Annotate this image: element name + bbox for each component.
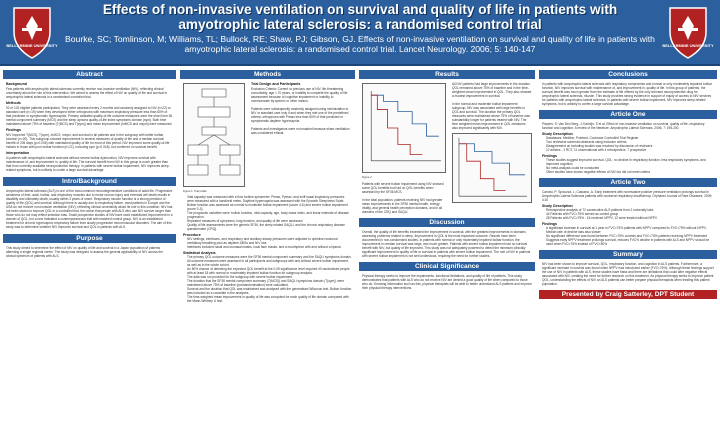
qol-figure	[452, 133, 532, 203]
list-item: Survival and the duration that QOL was m…	[187, 287, 352, 295]
summary-text: NIV has been shown to improve survival, …	[542, 262, 715, 286]
section-heading: Conclusions	[539, 70, 717, 79]
list-item: A significant increase in survival at 1 …	[546, 226, 714, 234]
figure-caption: Figure 2	[362, 176, 372, 179]
section-heading: Clinical Significance	[359, 262, 535, 271]
stats-bullets: The primary QOL outcome measures were th…	[180, 255, 355, 304]
poster-citation: Bourke, SC; Tomlinson, M; Williams, TL; …	[65, 34, 655, 54]
column-2: Methods	[180, 70, 355, 422]
subheading: Findings	[6, 128, 21, 132]
section-heading: Intro/Background	[3, 177, 176, 186]
list-item: 12 articles - 1 RCT, 11 observational wi…	[546, 148, 714, 152]
section-heading: Summary	[539, 250, 717, 259]
qol-curves-graphic	[458, 137, 527, 197]
survival-curves-graphic	[370, 91, 441, 162]
procedure-bullets: NIV settings, interfaces, and respirator…	[180, 237, 355, 250]
methods-bullets: Vital capacity was measured with a flow …	[180, 195, 355, 232]
purpose-text: This study aimed to determine the effect…	[6, 246, 164, 258]
section-heading: Article One	[539, 110, 717, 119]
logo-caption: BELLARMINE UNIVERSITY	[662, 43, 714, 48]
list-item: Retrospective analysis of 72 consecutive…	[546, 208, 714, 212]
list-item: Suggests early NPPV treatment prolongs s…	[546, 238, 714, 246]
article-two-description: Retrospective analysis of 72 consecutive…	[539, 208, 717, 221]
list-item: Quality of life assessments were the gen…	[187, 223, 352, 231]
presenter-footer: Presented by Craig Satterley, DPT Studen…	[539, 290, 717, 299]
section-heading: Purpose	[3, 234, 176, 243]
list-item: Vital capacity was measured with a flow …	[187, 195, 352, 203]
subheading: Findings	[542, 222, 557, 226]
section-heading: Methods	[180, 70, 355, 79]
list-item: NIV settings, interfaces, and respirator…	[187, 237, 352, 245]
list-item: The data was not provided for the subgro…	[187, 275, 352, 279]
clinical-text: Physical therapy seeks to improve the im…	[362, 274, 533, 290]
trial-profile-figure	[183, 83, 245, 187]
subheading: Study Description	[542, 132, 573, 136]
abstract-methods: 92 of 102 eligible patients participated…	[6, 106, 174, 126]
section-heading: Abstract	[3, 70, 176, 79]
subheading: Interpretation	[6, 151, 30, 155]
list-item: No meta-analysis could be conducted	[546, 166, 714, 170]
abstract-findings: NIV improved T(MCS), T(sym), mMCS, msym,…	[6, 133, 171, 149]
list-item: No significant difference was found betw…	[546, 234, 714, 238]
list-item: All outcome measures were assessed in al…	[187, 259, 352, 267]
article-two-citation: Carratu, P; Spicuzza, L; Cassano, A. Ear…	[542, 190, 714, 202]
article-two-findings: A significant increase in survival at 1 …	[539, 226, 717, 247]
list-item: 28 Patients with FVC>75% - 16 received N…	[546, 216, 714, 220]
section-heading: Discussion	[359, 218, 535, 227]
logo-caption: BELLARMINE UNIVERSITY	[6, 43, 58, 48]
results-text-b: Patients with severe bulbar impairment u…	[362, 182, 444, 214]
list-item: 44 Patients with FVC<75% served as contr…	[546, 212, 714, 216]
list-item: These studies suggest improved survival,…	[546, 158, 714, 166]
article-one-description: Databases: Medline, Pubmed, Cochrane Con…	[539, 136, 717, 153]
list-item: Two reviewers screened abstracts using i…	[546, 140, 714, 144]
list-item: Bulbar function was assessed as normal t…	[187, 203, 352, 211]
subheading: Methods	[6, 101, 21, 105]
intro-text: Amyotrophic lateral sclerosis (ALS) is o…	[6, 189, 174, 229]
subheading: Background	[6, 82, 27, 86]
bellarmine-logo	[13, 7, 51, 59]
section-heading: Results	[359, 70, 535, 79]
list-item: Repeated measures of symptoms, lung func…	[187, 219, 352, 223]
column-3: Results Figure 2 Patients with severe bu…	[359, 70, 535, 422]
bellarmine-logo	[669, 7, 707, 59]
list-item: The prognostic variables were: bulbar fu…	[187, 211, 352, 219]
list-item: The duration that the SF36 mental compon…	[187, 279, 352, 287]
column-1: Abstract Background Few patients with am…	[3, 70, 176, 422]
abstract-interpretation: In patients with amyotrophic lateral scl…	[6, 156, 170, 172]
survival-figure	[362, 83, 446, 173]
flowchart-graphic	[187, 88, 241, 176]
figure-caption: Figure 1: Trial profile	[183, 190, 207, 193]
article-one-findings: These studies suggest improved survival,…	[539, 158, 717, 175]
list-item: Interfaces included nasal and oronasal m…	[187, 245, 352, 249]
list-item: Disagreement on including studies was re…	[546, 144, 714, 148]
subheading: Trial Design and Participants	[251, 82, 301, 86]
subheading: Findings	[542, 154, 557, 158]
column-4: Conclusions In patients with amyotrophic…	[539, 70, 717, 422]
discussion-text: Overall, the quality of life benefits ex…	[362, 230, 532, 258]
design-text: Exclusion Criteria: Current or previous …	[251, 87, 350, 135]
subheading: Procedure	[183, 233, 201, 237]
subheading: Statistical Analysis	[183, 251, 216, 255]
list-item: Other studies have shown negative effect…	[546, 170, 714, 174]
conclusions-text: In patients with amyotrophic lateral scl…	[542, 82, 713, 106]
results-text-a: All NIV patients had large improvements …	[452, 82, 532, 130]
list-item: Databases: Medline, Pubmed, Cochrane Con…	[546, 136, 714, 140]
poster-header: BELLARMINE UNIVERSITY Effects of non-inv…	[0, 0, 720, 66]
article-one-citation: Piepers, S; Van Den Berg, J; Kalmijn, S …	[542, 122, 706, 130]
poster-title: Effects of non-invasive ventilation on s…	[102, 2, 618, 32]
subheading: Study Description	[542, 204, 573, 208]
list-item: The time-weighted mean improvement in qu…	[187, 295, 352, 303]
abstract-background: Few patients with amyotrophic lateral sc…	[6, 87, 169, 99]
section-heading: Article Two	[539, 178, 717, 187]
list-item: The primary QOL outcome measures were th…	[187, 255, 352, 259]
list-item: An 80% chance of detecting the expected …	[187, 267, 352, 275]
